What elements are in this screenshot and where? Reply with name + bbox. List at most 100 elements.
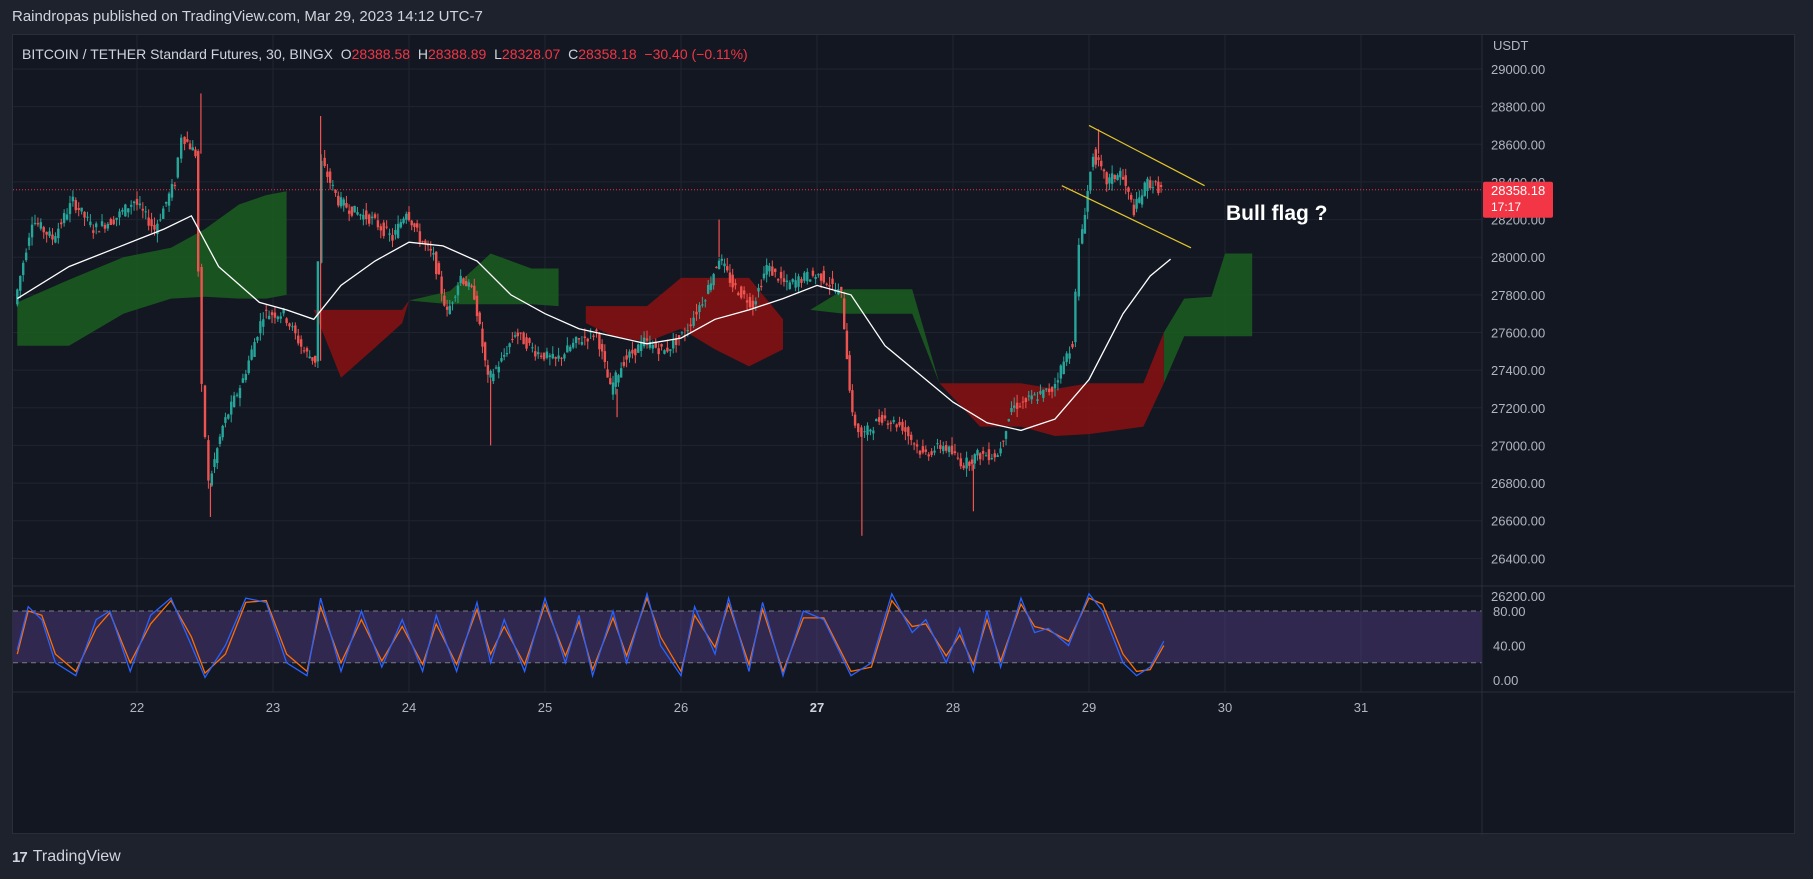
candle-body <box>402 218 405 224</box>
candle-body <box>188 143 192 150</box>
currency-label[interactable]: USDT <box>1493 38 1528 53</box>
last-price-tag[interactable]: 28358.18 17:17 <box>1483 181 1553 218</box>
candle-body <box>1053 384 1057 389</box>
candle-body <box>1062 361 1065 375</box>
candle-body <box>979 453 982 460</box>
candle-body <box>809 279 812 282</box>
candle-body <box>751 300 755 308</box>
candle-body <box>429 248 432 251</box>
low-label: L <box>494 46 502 62</box>
tradingview-brand[interactable]: 17 TradingView <box>12 848 121 866</box>
candle-body <box>606 369 609 378</box>
candle-body <box>388 233 391 235</box>
candle-body <box>162 208 165 219</box>
candle-body <box>33 222 37 224</box>
candle-body <box>1021 401 1025 403</box>
candle-body <box>415 223 419 228</box>
candle-body <box>42 227 45 233</box>
candle-body <box>247 360 250 374</box>
candle-body <box>828 284 831 287</box>
candle-body <box>288 323 291 327</box>
candle-body <box>863 431 866 433</box>
candle-body <box>1065 353 1068 363</box>
candle-body <box>1083 214 1087 234</box>
candle-body <box>51 234 54 240</box>
candle-body <box>1059 365 1063 379</box>
candle-body <box>598 334 601 350</box>
candle-body <box>391 235 394 241</box>
candle-body <box>811 270 815 276</box>
candle-body <box>382 222 385 236</box>
candle-body <box>48 231 51 236</box>
candle-body <box>603 351 607 362</box>
candle-body <box>726 266 729 271</box>
candle-body <box>144 211 147 213</box>
candle-body <box>443 295 446 306</box>
bull-flag-line[interactable] <box>1061 185 1192 249</box>
candle-body <box>385 226 388 228</box>
candle-body <box>625 355 628 360</box>
candle-body <box>77 207 80 211</box>
candle-body <box>1154 181 1157 183</box>
candle-body <box>797 276 800 287</box>
symbol-name[interactable]: BITCOIN / TETHER Standard Futures, 30, B… <box>22 46 333 62</box>
candle-body <box>1074 291 1077 343</box>
candle-body <box>262 319 265 327</box>
x-tick-label: 25 <box>538 700 552 715</box>
candle-body <box>757 287 760 292</box>
candle-body <box>814 276 817 279</box>
open-label: O <box>340 46 352 62</box>
candle-body <box>698 305 701 313</box>
candle-body <box>138 203 142 206</box>
candle-body <box>734 283 737 286</box>
chart-frame[interactable]: 22 23 24 25 26 27 28 29 30 31 26200.00 26400.00 2660… <box>12 34 1796 835</box>
candle-body <box>1135 198 1138 209</box>
change-value: −30.40 (−0.11%) <box>644 46 748 62</box>
candle-body <box>394 229 397 235</box>
candle-body <box>973 454 976 464</box>
chart-canvas[interactable]: 22 23 24 25 26 27 28 29 30 31 26200.00 26400.00 2660… <box>13 35 1796 835</box>
price-series <box>16 93 1163 536</box>
candle-body <box>57 228 60 239</box>
candle-body <box>765 265 768 275</box>
candle-body <box>794 280 797 288</box>
candle-body <box>326 171 329 177</box>
bar-countdown: 17:17 <box>1491 200 1521 214</box>
candle-body <box>505 353 509 355</box>
candle-body <box>898 422 901 426</box>
candle-body <box>186 139 189 142</box>
y-tick-label: 26200.00 <box>1491 589 1545 604</box>
bull-flag-line[interactable] <box>1088 124 1205 187</box>
x-tick-label: 31 <box>1354 700 1368 715</box>
candle-body <box>569 346 572 351</box>
candle-body <box>580 341 584 345</box>
candle-body <box>95 223 98 228</box>
candle-body <box>622 362 626 366</box>
symbol-legend[interactable]: BITCOIN / TETHER Standard Futures, 30, B… <box>22 46 748 62</box>
candle-body <box>728 272 732 283</box>
candle-body <box>619 368 623 378</box>
candle-body <box>950 445 954 455</box>
bull-flag-annotation[interactable]: Bull flag ? <box>1226 202 1328 225</box>
candle-body <box>779 271 783 279</box>
candle-body <box>473 285 476 300</box>
y-tick-label: 28600.00 <box>1491 137 1545 152</box>
candle-body <box>156 223 159 235</box>
candle-body <box>692 317 695 326</box>
candle-body <box>299 339 303 347</box>
candle-body <box>866 425 869 435</box>
candle-body <box>592 335 595 337</box>
cloud-bear-segment <box>939 332 1164 436</box>
ichimoku-cloud <box>17 191 1253 436</box>
candle-body <box>221 425 224 438</box>
stochastic-pane <box>13 591 1482 679</box>
candle-body <box>791 279 794 282</box>
candle-body <box>194 149 197 157</box>
candle-body <box>376 220 380 228</box>
candle-body <box>121 209 124 212</box>
candle-body <box>1100 160 1103 167</box>
publisher-line: Raindropas published on TradingView.com,… <box>12 8 483 25</box>
cloud-bull-segment <box>409 253 559 307</box>
bull-flag-drawing[interactable] <box>1061 124 1205 249</box>
candle-body <box>112 219 115 225</box>
